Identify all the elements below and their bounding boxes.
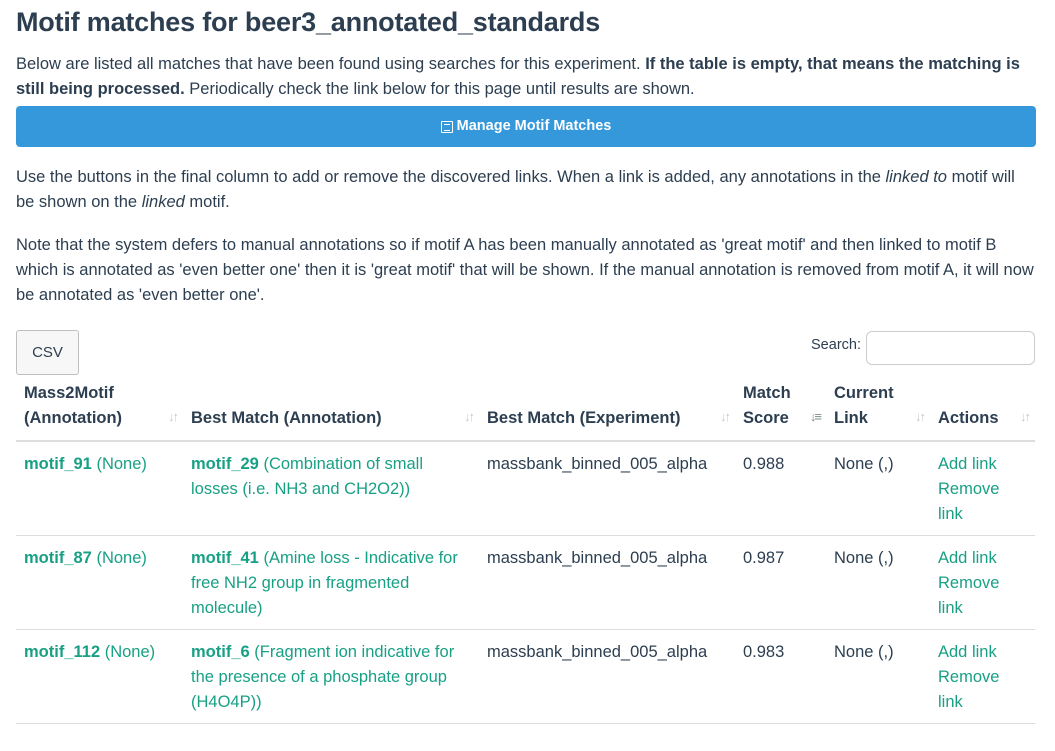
add-link-button[interactable]: Add link bbox=[938, 549, 997, 567]
column-header-actions[interactable]: Actions ↓↑ bbox=[930, 381, 1035, 442]
instructions-text-mid: motif will be shown on the bbox=[16, 168, 1015, 211]
cell-current-link: None (,) bbox=[826, 629, 930, 724]
motif-annotation[interactable]: (None) bbox=[91, 455, 147, 473]
cell-mass2motif: motif_112 (None) bbox=[16, 629, 183, 724]
header-line: Best Match (Experiment) bbox=[487, 409, 681, 427]
header-line: Best Match (Annotation) bbox=[191, 409, 382, 427]
cell-experiment: massbank_binned_005_alpha bbox=[479, 441, 735, 536]
cell-current-link: None (,) bbox=[826, 441, 930, 536]
cell-current-link: None (,) bbox=[826, 535, 930, 630]
table-controls: CSV Search: bbox=[16, 329, 1035, 381]
table-row: motif_87 (None) motif_41 (Amine loss - I… bbox=[16, 535, 1035, 630]
header-line: (Annotation) bbox=[24, 409, 123, 427]
instructions-text-end: motif. bbox=[184, 193, 230, 211]
sort-icon: ↓↑ bbox=[1020, 409, 1031, 424]
sort-icon: ↓↑ bbox=[168, 409, 179, 424]
column-header-current-link[interactable]: Current Link ↓↑ bbox=[826, 381, 930, 442]
motif-link[interactable]: motif_87 bbox=[24, 549, 92, 567]
manage-motif-matches-button[interactable]: Manage Motif Matches bbox=[16, 106, 1036, 147]
cell-best-match: motif_29 (Combination of small losses (i… bbox=[183, 441, 479, 536]
cell-actions: Add link Remove link bbox=[930, 629, 1035, 724]
table-row: motif_112 (None) motif_6 (Fragment ion i… bbox=[16, 629, 1035, 724]
sort-icon: ↓↑ bbox=[720, 409, 731, 424]
cell-mass2motif: motif_91 (None) bbox=[16, 441, 183, 536]
best-match-link[interactable]: motif_6 bbox=[191, 643, 250, 661]
motif-annotation[interactable]: (None) bbox=[91, 549, 147, 567]
column-header-best-match-experiment[interactable]: Best Match (Experiment) ↓↑ bbox=[479, 381, 735, 442]
motif-annotation[interactable]: (None) bbox=[100, 643, 156, 661]
cell-mass2motif: motif_87 (None) bbox=[16, 535, 183, 630]
linked-text: linked bbox=[141, 193, 185, 211]
cell-score: 0.988 bbox=[735, 441, 826, 536]
motif-matches-table: Mass2Motif (Annotation) ↓↑ Best Match (Ann… bbox=[16, 381, 1035, 724]
search-label: Search: bbox=[811, 337, 861, 353]
add-link-button[interactable]: Add link bbox=[938, 643, 997, 661]
header-line: Match bbox=[743, 384, 791, 402]
best-match-annotation[interactable]: (Combination of small losses (i.e. NH3 a… bbox=[191, 455, 424, 498]
remove-link-button[interactable]: Remove link bbox=[938, 668, 1000, 711]
cell-experiment: massbank_binned_005_alpha bbox=[479, 535, 735, 630]
header-line: Current bbox=[834, 384, 894, 402]
list-icon bbox=[440, 120, 453, 133]
sort-icon: ↓↑ bbox=[915, 409, 926, 424]
manage-button-label: Manage Motif Matches bbox=[456, 118, 612, 134]
search-input[interactable] bbox=[866, 331, 1035, 365]
cell-experiment: massbank_binned_005_alpha bbox=[479, 629, 735, 724]
cell-actions: Add link Remove link bbox=[930, 535, 1035, 630]
sort-icon: ↓↑ bbox=[464, 409, 475, 424]
table-row: motif_91 (None) motif_29 (Combination of… bbox=[16, 441, 1035, 536]
cell-best-match: motif_6 (Fragment ion indicative for the… bbox=[183, 629, 479, 724]
sort-descending-icon: ↓≡ bbox=[809, 409, 822, 424]
intro-paragraph: Below are listed all matches that have b… bbox=[16, 52, 1035, 102]
motif-link[interactable]: motif_91 bbox=[24, 455, 92, 473]
best-match-link[interactable]: motif_29 bbox=[191, 455, 259, 473]
remove-link-button[interactable]: Remove link bbox=[938, 574, 1000, 617]
note-paragraph: Note that the system defers to manual an… bbox=[16, 236, 1034, 304]
cell-best-match: motif_41 (Amine loss - Indicative for fr… bbox=[183, 535, 479, 630]
header-line: Link bbox=[834, 409, 868, 427]
header-line: Mass2Motif bbox=[24, 384, 114, 402]
intro-text-end: Periodically check the link below for th… bbox=[184, 80, 695, 98]
intro-text: Below are listed all matches that have b… bbox=[16, 55, 646, 73]
column-header-mass2motif[interactable]: Mass2Motif (Annotation) ↓↑ bbox=[16, 381, 183, 442]
linked-to-text: linked to bbox=[885, 168, 947, 186]
header-line: Score bbox=[743, 409, 789, 427]
column-header-match-score[interactable]: Match Score ↓≡ bbox=[735, 381, 826, 442]
table-header-row: Mass2Motif (Annotation) ↓↑ Best Match (Ann… bbox=[16, 381, 1035, 442]
cell-score: 0.983 bbox=[735, 629, 826, 724]
motif-link[interactable]: motif_112 bbox=[24, 643, 101, 661]
instructions-text: Use the buttons in the final column to a… bbox=[16, 168, 886, 186]
best-match-annotation[interactable]: (Amine loss - Indicative for free NH2 gr… bbox=[191, 549, 458, 617]
cell-actions: Add link Remove link bbox=[930, 441, 1035, 536]
remove-link-button[interactable]: Remove link bbox=[938, 480, 1000, 523]
instructions-paragraph: Use the buttons in the final column to a… bbox=[16, 165, 1035, 215]
add-link-button[interactable]: Add link bbox=[938, 455, 997, 473]
best-match-annotation[interactable]: (Fragment ion indicative for the presenc… bbox=[191, 643, 455, 711]
column-header-best-match-annotation[interactable]: Best Match (Annotation) ↓↑ bbox=[183, 381, 479, 442]
page-title: Motif matches for beer3_annotated_standa… bbox=[16, 7, 601, 37]
csv-export-button[interactable]: CSV bbox=[16, 330, 79, 375]
intro-bold-text: If the table is empty, that means the ma… bbox=[16, 55, 1020, 98]
cell-score: 0.987 bbox=[735, 535, 826, 630]
best-match-link[interactable]: motif_41 bbox=[191, 549, 259, 567]
header-line: Actions bbox=[938, 409, 999, 427]
